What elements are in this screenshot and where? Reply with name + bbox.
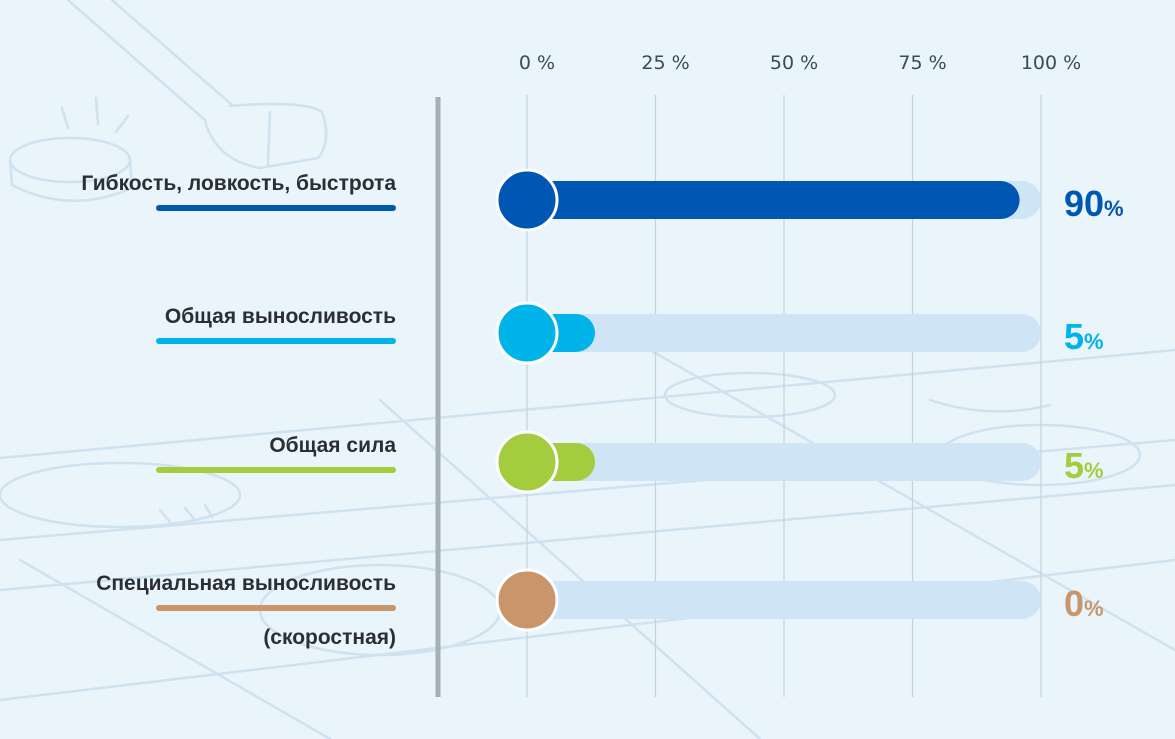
category-underline (156, 338, 396, 344)
value-label: 5% (1064, 316, 1104, 357)
bar-row: 0% Специальная выносливость (скоростная) (96, 568, 1104, 649)
bar-value (527, 181, 1020, 219)
value-label: 5% (1064, 445, 1104, 486)
category-underline (156, 605, 396, 611)
bar-start-circle (495, 168, 559, 232)
tick-label-25: 25 % (641, 52, 689, 74)
category-label: Гибкость, ловкость, быстрота (81, 172, 396, 195)
bar-start-circle (495, 301, 559, 365)
bar-start-circle (495, 430, 559, 494)
bar-track (527, 314, 1041, 352)
value-label: 0% (1064, 583, 1104, 624)
tick-label-0: 0 % (519, 52, 555, 74)
tick-label-75: 75 % (898, 52, 946, 74)
category-label: Общая сила (269, 434, 396, 457)
tick-label-50: 50 % (770, 52, 818, 74)
bar-row: 5% Общая сила (156, 430, 1104, 494)
bar-track (527, 443, 1041, 481)
category-underline (156, 467, 396, 473)
bar-start-circle (495, 568, 559, 632)
value-label: 90% (1064, 183, 1124, 224)
category-label: Общая выносливость (165, 305, 396, 328)
bar-row: 90% Гибкость, ловкость, быстрота (81, 168, 1124, 232)
category-label-line: (скоростная) (263, 626, 396, 649)
category-label: Специальная выносливость (96, 572, 396, 595)
tick-label-100: 100 % (1021, 52, 1081, 74)
category-underline (156, 205, 396, 211)
bar-track (527, 581, 1041, 619)
bar-row: 5% Общая выносливость (156, 301, 1104, 365)
